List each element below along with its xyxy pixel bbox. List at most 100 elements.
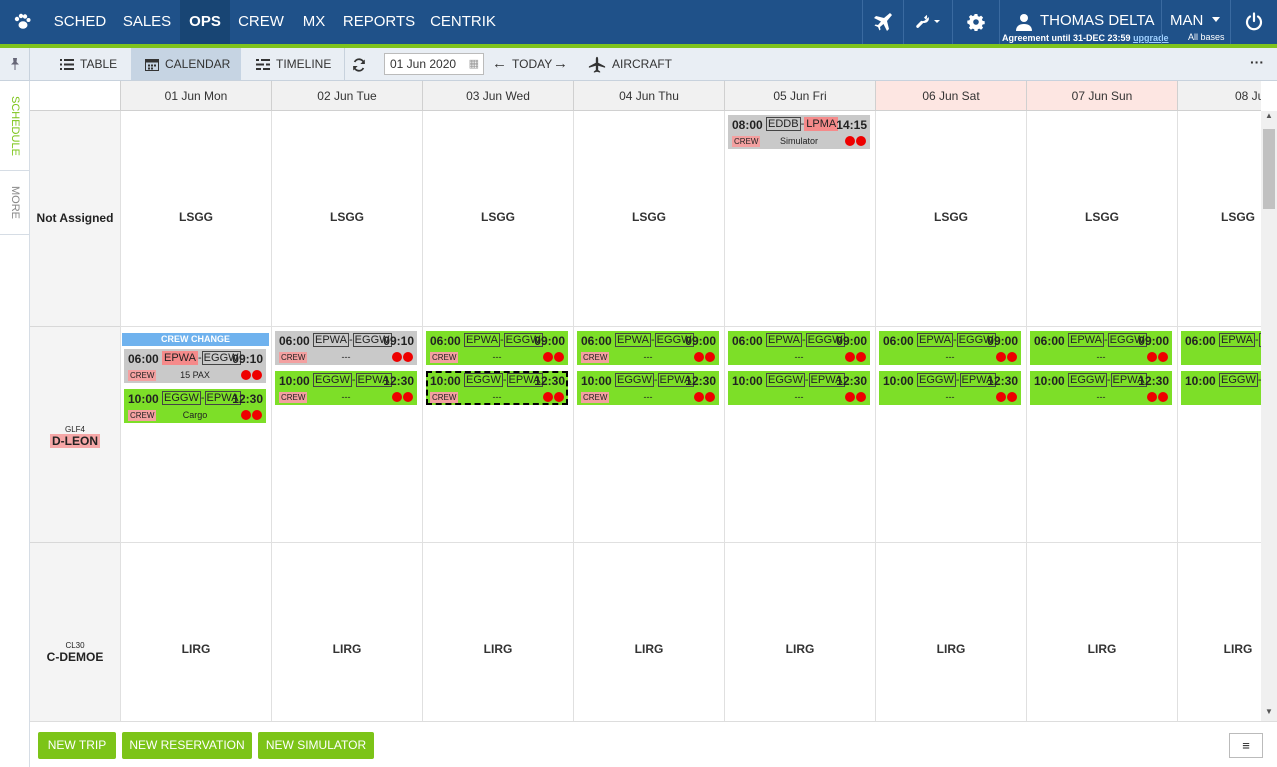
status-dots — [844, 351, 866, 365]
view-table-button[interactable]: TABLE — [46, 48, 130, 80]
destination: EPWA — [1110, 373, 1147, 387]
base-selector[interactable]: MAN All bases — [1162, 0, 1230, 44]
prev-arrow-icon[interactable]: ← — [492, 55, 507, 72]
day-cell[interactable]: LSGG — [120, 111, 271, 327]
flight-card[interactable]: 06:00 EPWA - EGGW 09:00 --- — [879, 331, 1021, 365]
hamburger-menu-button[interactable]: ≡ — [1229, 733, 1263, 758]
day-cell[interactable]: LIRG — [1026, 543, 1177, 721]
pin-icon[interactable] — [0, 48, 30, 80]
day-cell[interactable]: LIRG — [875, 543, 1026, 721]
arrival-time: 09:10 — [383, 334, 414, 348]
nav-reports[interactable]: REPORTS — [342, 13, 416, 30]
day-cell[interactable]: LIRG — [1177, 543, 1261, 721]
more-options-icon[interactable]: ··· — [1250, 54, 1264, 70]
flight-card[interactable]: 10:00 EGGW-EPWA 12:30 — [1181, 371, 1261, 405]
destination: EGGW — [1107, 333, 1147, 347]
scroll-thumb[interactable] — [1263, 129, 1275, 209]
day-cell[interactable]: LSGG — [1177, 111, 1261, 327]
scroll-up-icon[interactable]: ▲ — [1265, 111, 1273, 120]
route: EPWA-EGGW — [615, 333, 694, 347]
arrival-time: 12:30 — [685, 374, 716, 388]
row-header-d-leon[interactable]: GLF4 D-LEON — [30, 327, 120, 543]
departure-time: 06:00 — [1185, 334, 1216, 348]
route: EPWA-EGGW — [313, 333, 392, 347]
airplane-icon[interactable] — [863, 0, 903, 44]
departure-time: 06:00 — [128, 352, 159, 366]
flight-card[interactable]: 06:00 EPWA - EGGW 09:10 CREW 15 PAX — [124, 349, 266, 383]
flight-card[interactable]: 06:00 EPWA-EGGW 09:00 — [1181, 331, 1261, 365]
route: EPWA-EGGW — [1068, 333, 1147, 347]
paw-logo-icon[interactable] — [0, 0, 44, 44]
flight-card[interactable]: 06:00 EPWA - EGGW 09:00 CREW --- — [577, 331, 719, 365]
tab-schedule[interactable]: SCHEDULE — [0, 81, 29, 171]
nav-ops[interactable]: OPS — [180, 0, 230, 48]
day-cell[interactable]: LIRG — [422, 543, 573, 721]
tab-more[interactable]: MORE — [0, 171, 29, 235]
day-cell[interactable]: LIRG — [573, 543, 724, 721]
day-cell[interactable]: LIRG — [271, 543, 422, 721]
nav-mx[interactable]: MX — [302, 13, 326, 30]
day-header: 07 Jun Sun — [1026, 81, 1177, 111]
today-button[interactable]: TODAY — [512, 57, 553, 71]
day-cell[interactable]: LSGG — [573, 111, 724, 327]
base-label: LSGG — [1220, 210, 1255, 224]
scroll-down-icon[interactable]: ▼ — [1265, 707, 1273, 716]
aircraft-filter-button[interactable]: AIRCRAFT — [588, 48, 688, 80]
nav-centrik[interactable]: CENTRIK — [430, 13, 496, 30]
next-arrow-icon[interactable]: → — [553, 55, 568, 72]
row-header-c-demoe[interactable]: CL30 C-DEMOE — [30, 543, 120, 721]
day-cell[interactable]: LIRG — [724, 543, 875, 721]
card-info: --- — [492, 392, 502, 402]
flight-card[interactable]: 10:00 EGGW - EPWA 12:30 CREW --- — [577, 371, 719, 405]
status-dots — [542, 391, 564, 405]
flight-card[interactable]: 10:00 EGGW - EPWA 12:30 --- — [1030, 371, 1172, 405]
flight-card-selected[interactable]: 10:00 EGGW - EPWA 12:30 CREW --- — [426, 371, 568, 405]
departure-time: 10:00 — [581, 374, 612, 388]
power-icon[interactable] — [1231, 0, 1277, 44]
status-dots — [391, 351, 413, 365]
flight-card[interactable]: 10:00 EGGW - EPWA 12:30 --- — [728, 371, 870, 405]
view-calendar-button[interactable]: CALENDAR — [131, 48, 241, 80]
timeline-icon — [256, 59, 270, 71]
flight-card[interactable]: 10:00 EGGW - EPWA 12:30 CREW Cargo — [124, 389, 266, 423]
departure-time: 06:00 — [1034, 334, 1065, 348]
base-label: MAN — [1170, 12, 1204, 29]
new-simulator-button[interactable]: NEW SIMULATOR — [258, 732, 374, 759]
simulator-card[interactable]: 08:00 EDDB - LPMA 14:15 CREW Simulator — [728, 115, 870, 149]
date-input[interactable]: 01 Jun 2020 ▦ — [384, 53, 484, 75]
upgrade-link[interactable]: upgrade — [1133, 33, 1169, 43]
flight-card[interactable]: 06:00 EPWA - EGGW 09:00 --- — [728, 331, 870, 365]
status-dots — [693, 351, 715, 365]
day-cell[interactable]: LIRG — [120, 543, 271, 721]
day-cell[interactable]: LSGG — [875, 111, 1026, 327]
view-timeline-button[interactable]: TIMELINE — [242, 48, 344, 80]
origin: EGGW — [917, 373, 956, 387]
base-label: LSGG — [329, 210, 364, 224]
day-cell[interactable]: LSGG — [1026, 111, 1177, 327]
flight-card[interactable]: 06:00 EPWA - EGGW 09:10 CREW --- — [275, 331, 417, 365]
aircraft-filter-label: AIRCRAFT — [612, 57, 672, 71]
day-cell[interactable]: LSGG — [271, 111, 422, 327]
wrench-dropdown-icon[interactable] — [904, 0, 952, 44]
new-reservation-button[interactable]: NEW RESERVATION — [122, 732, 252, 759]
nav-crew[interactable]: CREW — [238, 13, 284, 30]
new-trip-button[interactable]: NEW TRIP — [38, 732, 116, 759]
arrival-time: 12:30 — [836, 374, 867, 388]
flight-card[interactable]: 06:00 EPWA - EGGW 09:00 --- — [1030, 331, 1172, 365]
view-table-label: TABLE — [80, 57, 118, 71]
view-calendar-label: CALENDAR — [165, 57, 231, 71]
vertical-scrollbar[interactable]: ▲ ▼ — [1261, 111, 1277, 721]
nav-sched[interactable]: SCHED — [53, 13, 107, 30]
crew-change-banner[interactable]: CREW CHANGE — [122, 333, 269, 346]
side-tabs: SCHEDULE MORE — [0, 81, 30, 767]
user-menu[interactable]: THOMAS DELTA Agreement until 31-DEC 23:5… — [1002, 0, 1169, 44]
arrival-time: 12:30 — [534, 374, 565, 388]
gear-icon[interactable] — [953, 0, 999, 44]
refresh-icon[interactable] — [352, 48, 372, 80]
day-cell[interactable]: LSGG — [422, 111, 573, 327]
flight-card[interactable]: 06:00 EPWA - EGGW 09:00 CREW --- — [426, 331, 568, 365]
calendar-picker-icon[interactable]: ▦ — [468, 58, 479, 70]
nav-sales[interactable]: SALES — [122, 13, 172, 30]
flight-card[interactable]: 10:00 EGGW - EPWA 12:30 CREW --- — [275, 371, 417, 405]
flight-card[interactable]: 10:00 EGGW - EPWA 12:30 --- — [879, 371, 1021, 405]
